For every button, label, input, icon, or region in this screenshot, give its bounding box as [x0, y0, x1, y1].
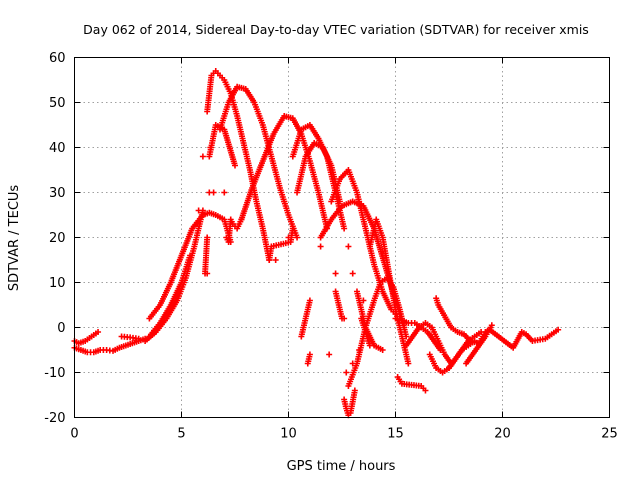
data-point — [317, 243, 324, 250]
data-point — [306, 297, 313, 304]
data-point — [207, 144, 214, 151]
data-point — [326, 351, 333, 358]
data-point — [195, 207, 202, 214]
series-spikes — [202, 144, 352, 419]
x-tick-label: 25 — [601, 427, 618, 442]
data-point — [95, 329, 102, 335]
y-axis-ticks: -20 -10 0 10 20 30 40 50 60 — [44, 51, 610, 426]
data-point — [488, 322, 495, 329]
data-point — [306, 351, 313, 358]
data-point — [351, 387, 358, 394]
grid — [74, 57, 610, 418]
y-tick-label: 60 — [49, 51, 66, 66]
data-point — [281, 198, 288, 205]
series-late-segment — [118, 333, 142, 342]
data-point — [238, 216, 245, 223]
series-arc-10 — [326, 216, 412, 416]
data-point — [403, 333, 410, 340]
series-arc-5 — [238, 113, 356, 367]
y-tick-label: 30 — [49, 186, 66, 201]
data-point — [379, 347, 386, 353]
y-tick-label: 20 — [49, 231, 66, 246]
series-scatter-patches — [394, 295, 562, 394]
y-tick-label: -20 — [44, 411, 65, 426]
data-point — [332, 270, 339, 277]
y-tick-label: 0 — [57, 321, 65, 336]
x-tick-label: 10 — [280, 427, 297, 442]
plot-frame — [74, 57, 610, 418]
data-point — [199, 153, 206, 160]
data-point — [345, 243, 352, 250]
y-tick-label: -10 — [44, 366, 65, 381]
data-point — [349, 270, 356, 277]
data-point — [206, 189, 213, 196]
series-tail-4 — [446, 329, 485, 371]
series-arc-7 — [285, 140, 386, 353]
x-tick-label: 20 — [494, 427, 511, 442]
data-point — [339, 315, 345, 322]
data-point — [405, 360, 412, 367]
data-point — [289, 225, 296, 232]
data-point — [341, 225, 348, 232]
data-point — [360, 297, 367, 304]
data-point — [187, 252, 194, 259]
series-arc-11 — [345, 275, 410, 389]
data-point — [204, 234, 211, 241]
series-tail-2 — [403, 320, 455, 367]
data-point — [135, 335, 142, 342]
data-point — [336, 198, 343, 205]
x-tick-label: 0 — [70, 427, 78, 442]
data-point — [294, 234, 301, 241]
data-point — [343, 369, 350, 376]
data-point — [422, 387, 429, 394]
x-tick-label: 15 — [387, 427, 404, 442]
x-tick-label: 5 — [177, 427, 185, 442]
data-point — [272, 257, 279, 263]
data-point — [555, 326, 562, 333]
chart-title: Day 062 of 2014, Sidereal Day-to-day VTE… — [83, 22, 589, 37]
data-point — [221, 189, 228, 196]
y-axis-label: SDTVAR / TECUs — [7, 185, 22, 292]
data-points — [71, 68, 562, 419]
y-tick-label: 50 — [49, 96, 66, 111]
y-tick-label: 40 — [49, 141, 66, 156]
series-arc-1 — [146, 209, 234, 322]
y-tick-label: 10 — [49, 276, 66, 291]
series-early-segment — [71, 329, 102, 347]
data-point — [232, 162, 238, 169]
x-axis-ticks: 0 5 10 15 20 25 — [70, 57, 618, 442]
x-axis-label: GPS time / hours — [287, 459, 396, 474]
